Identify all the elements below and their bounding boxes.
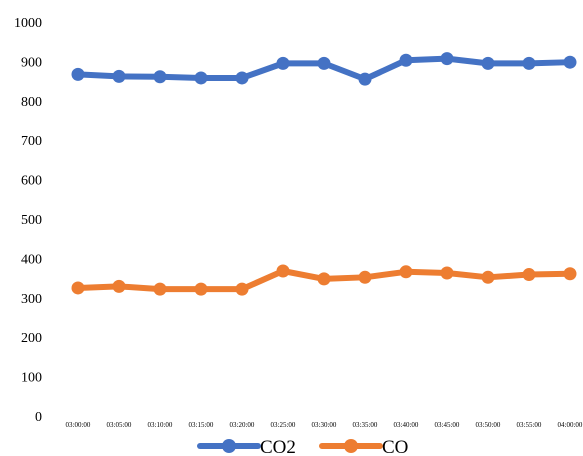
legend-label-co2: CO2 xyxy=(260,437,296,456)
data-point-co2 xyxy=(153,70,167,84)
data-point-co xyxy=(399,265,413,279)
x-tick-label: 03:20:00 xyxy=(230,421,255,429)
x-tick-label: 03:50:00 xyxy=(476,421,501,429)
data-point-co2 xyxy=(440,52,454,66)
data-point-co xyxy=(440,266,454,280)
data-point-co2 xyxy=(399,53,413,67)
legend: CO2 CO xyxy=(197,437,408,456)
x-tick-label: 03:55:00 xyxy=(517,421,542,429)
x-tick-label: 03:05:00 xyxy=(107,421,132,429)
series-co xyxy=(71,264,577,296)
x-tick-label: 03:00:00 xyxy=(66,421,91,429)
y-tick-label: 900 xyxy=(21,55,42,70)
data-point-co xyxy=(481,270,495,284)
x-tick-label: 03:40:00 xyxy=(394,421,419,429)
series-co2 xyxy=(71,52,577,86)
data-point-co xyxy=(235,282,249,296)
x-tick-label: 03:10:00 xyxy=(148,421,173,429)
x-tick-label: 03:15:00 xyxy=(189,421,214,429)
data-point-co xyxy=(276,264,290,278)
x-tick-label: 03:45:00 xyxy=(435,421,460,429)
y-tick-label: 0 xyxy=(35,410,42,425)
legend-marker-co2 xyxy=(222,439,236,453)
y-tick-label: 300 xyxy=(21,292,42,307)
data-point-co xyxy=(563,267,577,281)
x-tick-label: 04:00:00 xyxy=(558,421,583,429)
y-tick-label: 800 xyxy=(21,95,42,110)
data-point-co2 xyxy=(71,67,85,81)
data-point-co2 xyxy=(112,69,126,83)
data-point-co2 xyxy=(276,56,290,70)
legend-item-co2: CO2 xyxy=(197,437,296,456)
data-point-co xyxy=(317,272,331,286)
y-tick-label: 500 xyxy=(21,213,42,228)
data-point-co2 xyxy=(194,71,208,85)
data-point-co2 xyxy=(481,56,495,70)
x-tick-label: 03:30:00 xyxy=(312,421,337,429)
data-point-co xyxy=(194,282,208,296)
data-point-co2 xyxy=(522,56,536,70)
y-tick-label: 700 xyxy=(21,134,42,149)
data-point-co xyxy=(358,270,372,284)
x-axis-labels: 03:00:00 03:05:00 03:10:00 03:15:00 03:20:00… xyxy=(66,421,583,429)
y-tick-label: 200 xyxy=(21,331,42,346)
legend-label-co: CO xyxy=(382,437,408,456)
data-point-co xyxy=(71,281,85,295)
y-axis-labels: 0 100 200 300 400 500 600 700 800 900 1000 xyxy=(14,16,42,425)
y-tick-label: 600 xyxy=(21,174,42,189)
data-point-co2 xyxy=(358,72,372,86)
legend-marker-co xyxy=(344,439,358,453)
y-tick-label: 1000 xyxy=(14,16,42,31)
series-layer xyxy=(71,52,577,296)
y-tick-label: 100 xyxy=(21,371,42,386)
data-point-co xyxy=(153,282,167,296)
data-point-co2 xyxy=(563,55,577,69)
data-point-co xyxy=(522,268,536,282)
data-point-co2 xyxy=(317,56,331,70)
legend-item-co: CO xyxy=(319,437,408,456)
data-point-co2 xyxy=(235,71,249,85)
x-tick-label: 03:35:00 xyxy=(353,421,378,429)
data-point-co xyxy=(112,279,126,293)
x-tick-label: 03:25:00 xyxy=(271,421,296,429)
y-tick-label: 400 xyxy=(21,252,42,267)
